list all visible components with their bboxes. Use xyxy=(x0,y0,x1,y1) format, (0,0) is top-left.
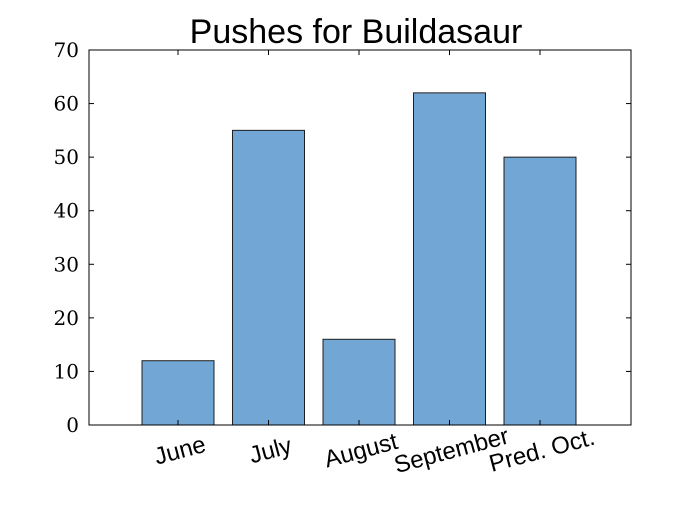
bar-september xyxy=(413,92,486,426)
bar-pred-oct xyxy=(503,156,577,426)
plot-area-frame xyxy=(88,49,632,426)
y-tick-label: 50 xyxy=(54,145,79,169)
y-tick-label: 30 xyxy=(54,252,79,276)
bars-layer xyxy=(141,92,577,426)
y-tick-label: 0 xyxy=(66,413,79,437)
bar-july xyxy=(232,129,305,426)
x-tick-label: August xyxy=(321,428,400,474)
y-axis-ticks: 0 10 20 30 40 50 60 70 xyxy=(54,38,631,437)
bar-august xyxy=(322,338,396,426)
x-tick-label: June xyxy=(151,431,208,471)
y-tick-label: 20 xyxy=(54,306,79,330)
y-tick-label: 10 xyxy=(54,359,79,383)
y-tick-label: 70 xyxy=(54,38,79,62)
y-tick-label: 60 xyxy=(54,92,79,116)
y-tick-label: 40 xyxy=(54,199,79,223)
x-tick-label: July xyxy=(246,432,294,469)
bar-june xyxy=(141,360,215,426)
chart-title: Pushes for Buildasaur xyxy=(190,13,523,51)
